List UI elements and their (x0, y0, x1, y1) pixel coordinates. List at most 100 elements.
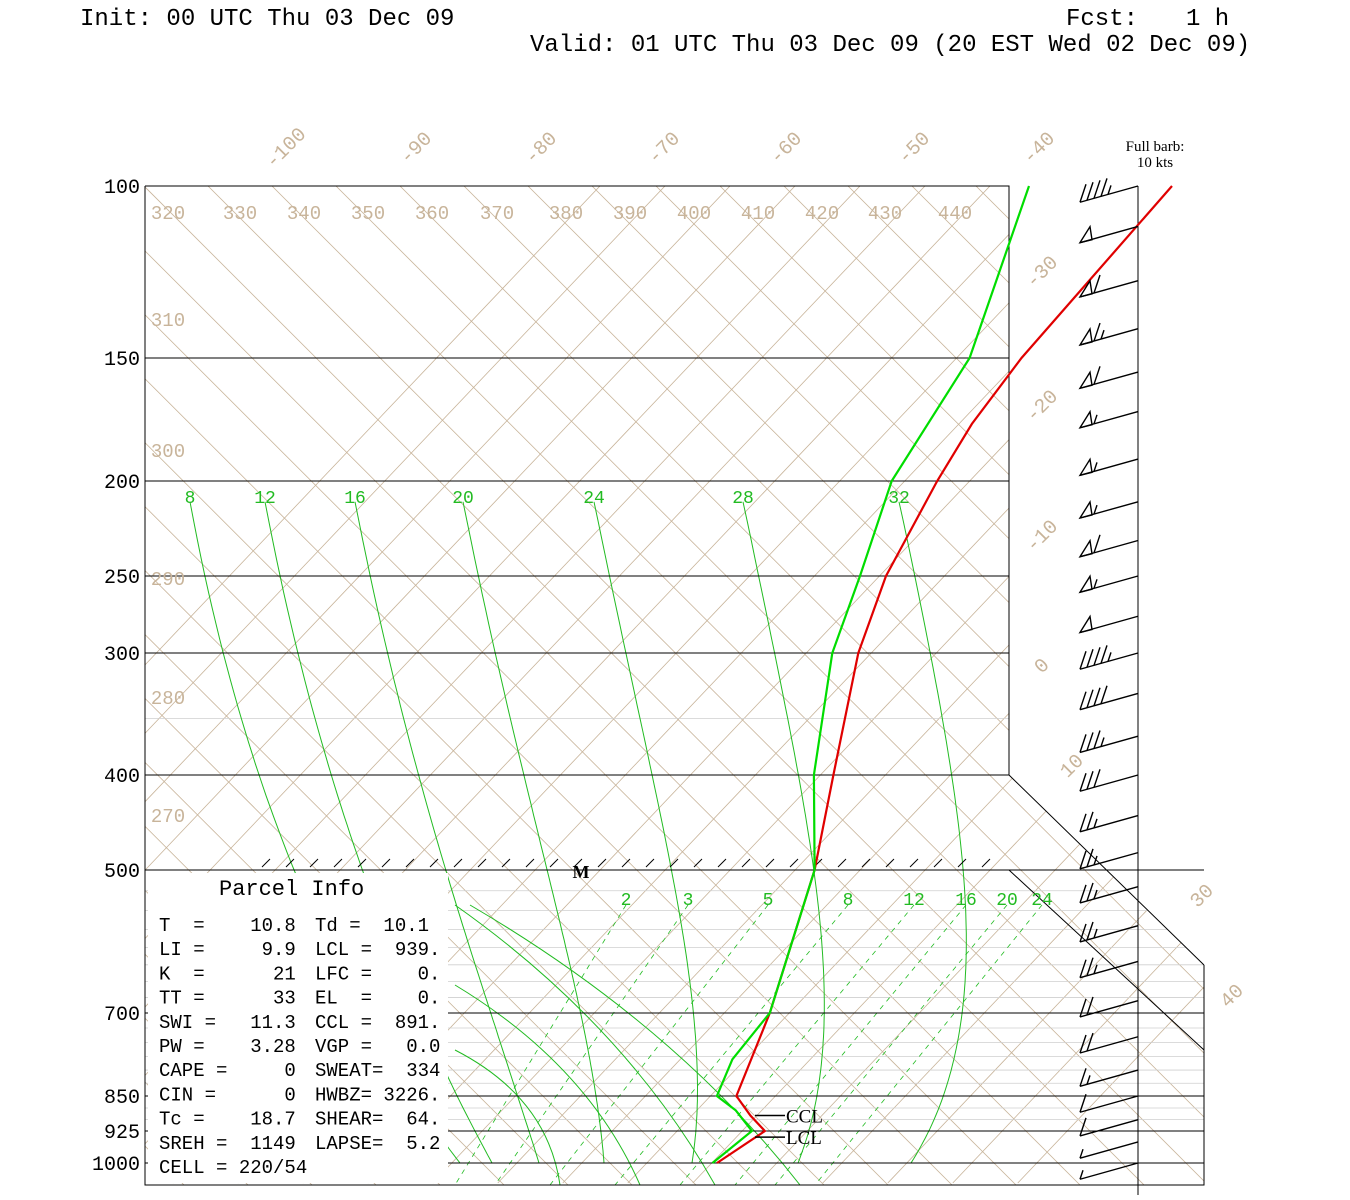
wind-barb-staff (1079, 735, 1139, 754)
dry-adiabat-line (399, 186, 1204, 1185)
isotherm-line (145, 186, 903, 1184)
theta-label: 420 (805, 203, 839, 225)
wind-barb-staff (1079, 1036, 1139, 1054)
hatch-mark (621, 858, 631, 868)
hatch-mark (645, 858, 655, 868)
wind-barb-half-flag (1086, 1075, 1091, 1085)
wind-barb-flag (1093, 366, 1101, 385)
mixing-ratio-label: 2 (621, 891, 632, 911)
wind-barb-half-flag (1100, 329, 1105, 340)
wind-barb-flag (1086, 649, 1094, 668)
wind-barb-half-flag (1093, 889, 1098, 900)
mixing-ratio-label: 3 (683, 891, 694, 911)
dry-adiabat-line (463, 186, 1204, 1185)
wind-barb-pennant (1078, 327, 1093, 347)
wind-barb-half-flag (1107, 185, 1112, 195)
theta-label: 330 (223, 203, 257, 225)
hatch-mark (957, 858, 967, 868)
saturated-adiabat-line (462, 501, 605, 1164)
isotherm-line (497, 186, 1204, 1184)
wind-barb-staff (1079, 1069, 1139, 1087)
parcel-row-left: CELL = 220/54 (159, 1157, 307, 1179)
pressure-label: 500 (104, 861, 140, 884)
saturated-adiabat-label: 28 (732, 489, 754, 509)
wind-barb-half-flag (1079, 1170, 1084, 1180)
wind-barb-flag (1093, 534, 1101, 554)
wind-barb-half-flag (1107, 652, 1112, 662)
isotherm-line (145, 186, 643, 1184)
wind-barb-pennant (1078, 614, 1093, 634)
moist-adiabat-line (454, 904, 716, 1185)
barb-legend-line2: 10 kts (1137, 155, 1173, 171)
hatch-mark (501, 858, 511, 868)
parcel-row-left: SWI = 11.3 (159, 1012, 296, 1034)
isotherm-line (692, 186, 1204, 1184)
reference-lines (145, 186, 1350, 1185)
mixing-ratio-label: 5 (763, 891, 774, 911)
wind-barb-staff (1079, 692, 1139, 711)
hatch-mark (549, 858, 559, 868)
wind-barb-flag (1079, 1094, 1087, 1113)
saturated-adiabat-label: 8 (185, 489, 196, 509)
isotherm-label: 40 (1216, 980, 1249, 1013)
saturated-adiabat-line (593, 501, 698, 1164)
isotherm-label: -20 (1022, 386, 1064, 428)
theta-label: 370 (480, 203, 514, 225)
isotherm-label: -50 (894, 128, 936, 170)
dry-adiabat-line (1167, 186, 1204, 1185)
wind-barb-flag (1079, 1117, 1087, 1137)
dry-adiabat-line (145, 186, 697, 1185)
parcel-row-right: LFC = 0. (315, 963, 440, 985)
hatch-mark (525, 858, 535, 868)
wind-barb-flag (1093, 687, 1101, 706)
hatch-mark (981, 858, 991, 868)
wind-barb-flag (1100, 645, 1108, 664)
hatch-mark (765, 858, 775, 868)
hatch-mark (597, 858, 607, 868)
wind-barb-flag (1093, 180, 1101, 199)
isotherm-label: -40 (1019, 128, 1061, 170)
theta-label: 400 (677, 203, 711, 225)
dry-adiabat-line (783, 186, 1204, 1185)
wind-barb-flag (1079, 998, 1087, 1018)
wind-barb-half-flag (1093, 964, 1098, 974)
wind-barb-pennant (1078, 574, 1093, 594)
parcel-row-left: T = 10.8 (159, 915, 296, 937)
wind-barb-flag (1086, 689, 1094, 708)
extension-line (1008, 774, 1205, 966)
theta-label: 290 (151, 569, 185, 591)
parcel-row-left: SREH = 1149 (159, 1133, 296, 1155)
forecast-hour: 1 h (1186, 6, 1230, 33)
dry-adiabat-line (527, 186, 1204, 1185)
hatch-mark (933, 858, 943, 868)
pressure-label: 150 (104, 349, 140, 372)
dry-adiabat-line (1232, 186, 1350, 1185)
pressure-label: 400 (104, 766, 140, 789)
theta-label: 390 (613, 203, 647, 225)
dry-adiabat-line (145, 186, 1017, 1185)
dry-adiabat-line (1103, 186, 1204, 1185)
wind-barb-flag (1079, 923, 1087, 943)
parcel-row-right: Td = 10.1 (315, 915, 429, 937)
wind-barb-staff (1079, 925, 1139, 943)
mixing-ratio-label: 20 (996, 891, 1018, 911)
frame-left-bottom (144, 186, 1205, 1186)
mixing-ratio-label: 24 (1031, 891, 1053, 911)
parcel-row-left: PW = 3.28 (159, 1036, 296, 1058)
parcel-row-left: CAPE = 0 (159, 1060, 296, 1082)
dry-adiabat-line (719, 186, 1204, 1185)
wind-barb-flag (1100, 685, 1108, 705)
frame-top (145, 185, 1010, 775)
parcel-panel-bg (148, 873, 448, 1183)
hatch-mark (837, 858, 847, 868)
wind-barb-staff (1079, 185, 1139, 203)
dewpoint-profile (711, 185, 1031, 1164)
parcel-row-left: Tc = 18.7 (159, 1109, 296, 1131)
dry-adiabat-line (335, 186, 1204, 1185)
mixing-ratio-line (454, 904, 627, 1185)
parcel-row-right: VGP = 0.0 (315, 1036, 440, 1058)
wind-barb-staff (1079, 1095, 1139, 1113)
theta-label: 270 (151, 806, 185, 828)
wind-barb-staff (1079, 885, 1139, 904)
